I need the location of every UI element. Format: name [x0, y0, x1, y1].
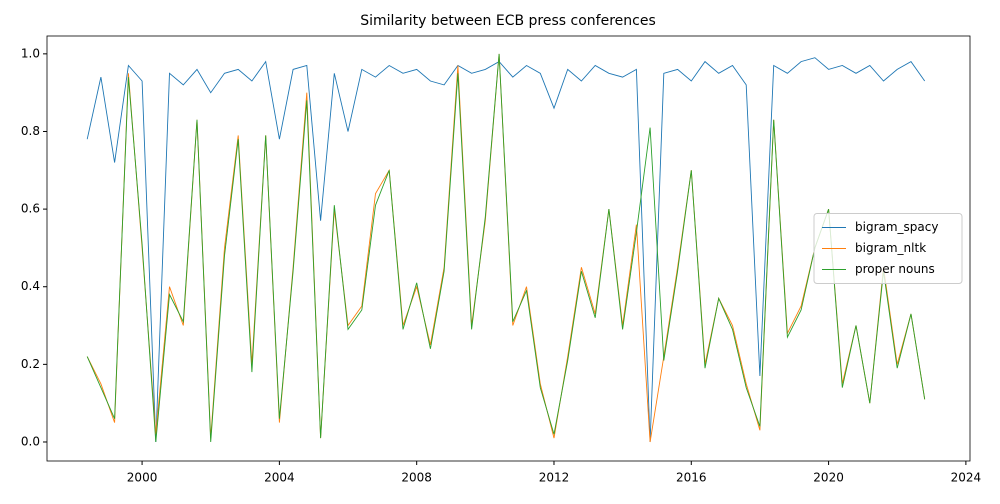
legend-label: bigram_nltk	[855, 241, 926, 255]
y-tick-label: 0.6	[21, 202, 40, 216]
series-line	[86, 57, 926, 443]
x-tick-label: 2004	[264, 471, 295, 485]
y-tick-label: 0.4	[21, 279, 40, 293]
y-tick-label: 1.0	[21, 46, 40, 60]
legend-box	[813, 213, 963, 284]
y-tick-label: 0.0	[21, 434, 40, 448]
x-tick-label: 2008	[401, 471, 432, 485]
legend-label: bigram_spacy	[855, 220, 938, 234]
x-tick-label: 2024	[951, 471, 982, 485]
chart-title: Similarity between ECB press conferences	[360, 13, 656, 29]
y-tick-label: 0.8	[21, 124, 40, 138]
legend-label: proper nouns	[855, 262, 935, 276]
x-tick-label: 2020	[813, 471, 844, 485]
series-line	[86, 53, 926, 443]
series-line	[86, 53, 926, 443]
y-tick-label: 0.2	[21, 357, 40, 371]
x-tick-label: 2000	[127, 471, 158, 485]
x-tick-label: 2012	[539, 471, 570, 485]
plot-frame	[46, 35, 971, 462]
x-tick-label: 2016	[676, 471, 707, 485]
